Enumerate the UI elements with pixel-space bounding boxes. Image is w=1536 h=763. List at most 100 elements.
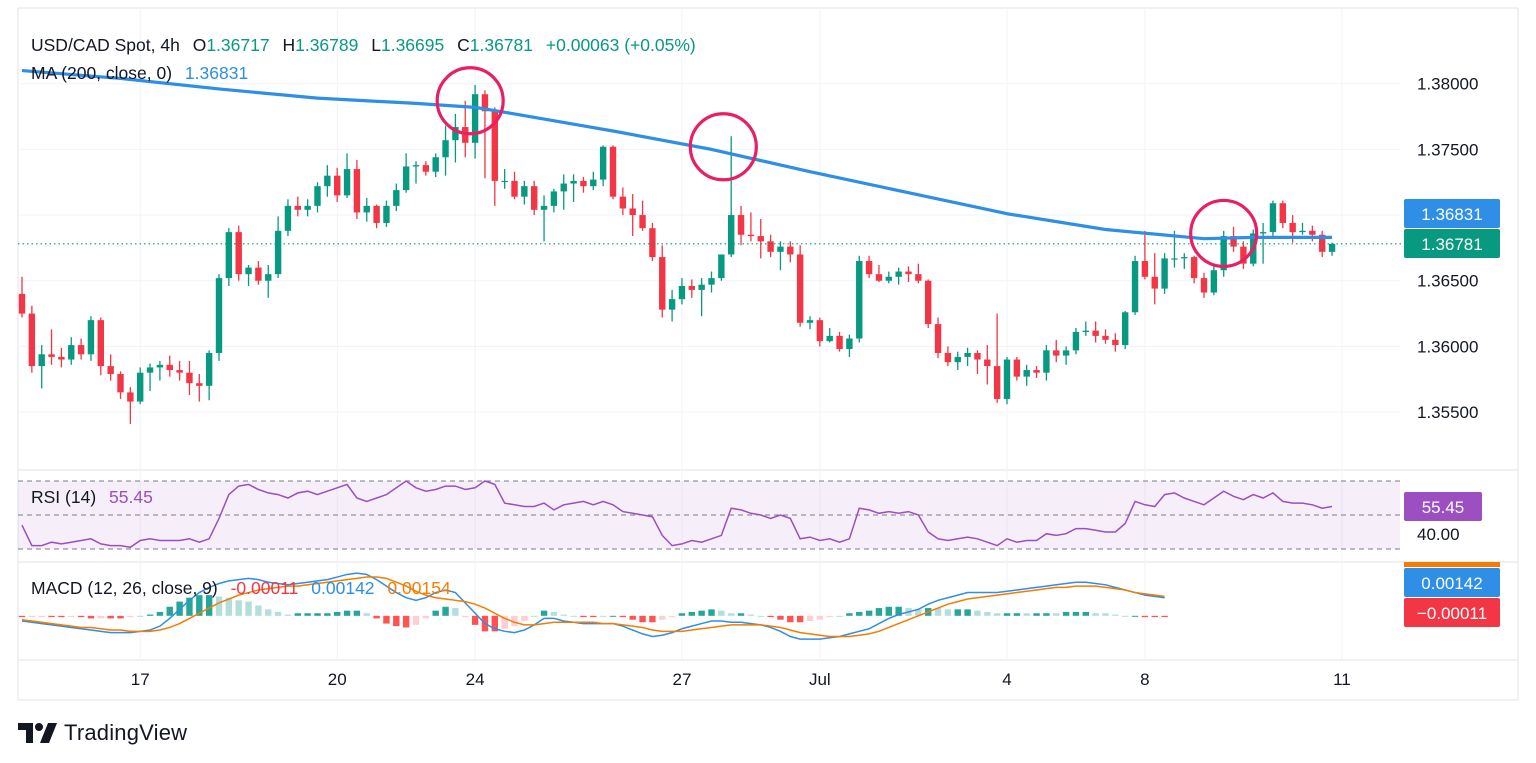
macd-badges: 0.00142 −0.00011 <box>1404 562 1500 627</box>
candle-body <box>1210 270 1218 293</box>
macd-hist-bar <box>146 614 154 616</box>
macd-hist-bar <box>87 615 95 619</box>
macd-hist-bar <box>363 613 370 616</box>
macd-hist-bar <box>659 615 666 620</box>
macd-hist-bar <box>757 615 764 617</box>
candle-body <box>1289 222 1296 233</box>
candle-body <box>796 254 804 323</box>
candle-body <box>117 373 124 393</box>
macd-hist-bar <box>747 614 755 616</box>
candle-body <box>1062 350 1070 356</box>
candle-body <box>865 261 873 275</box>
macd-hist-bar <box>383 615 390 624</box>
time-tick-label: 24 <box>466 670 485 689</box>
legend-ma-label: MA (200, close, 0) <box>31 63 172 83</box>
candle-body <box>186 372 193 384</box>
macd-hist-bar <box>1161 615 1168 618</box>
macd-hist-bar <box>422 615 430 619</box>
macd-hist-bar <box>856 611 863 616</box>
candle-body <box>1220 236 1227 271</box>
candle-body <box>38 354 45 367</box>
candle-body <box>944 352 952 363</box>
macd-hist-bar <box>1141 615 1149 618</box>
candle-body <box>471 94 479 143</box>
macd-hist-bar <box>501 615 508 629</box>
macd-hist-bar <box>1053 613 1060 616</box>
macd-hist-bar <box>550 611 558 616</box>
macd-hist-bar <box>225 597 233 616</box>
rsi-badge-text: 55.45 <box>1422 498 1465 517</box>
macd-hist-bar <box>1023 613 1030 616</box>
candle-body <box>205 352 213 386</box>
candle-body <box>511 180 518 197</box>
macd-hist-bar <box>531 615 538 617</box>
macd-hist-bar <box>186 597 193 616</box>
candle-body <box>1200 278 1208 293</box>
candle-body <box>974 352 981 360</box>
legend-macd-line: 0.00142 <box>311 578 374 598</box>
ma-price-badge-bg <box>1404 199 1500 228</box>
candle-body <box>1328 243 1336 252</box>
macd-hist-bar <box>1013 613 1021 616</box>
candle-body <box>639 215 646 229</box>
candle-body <box>560 183 567 192</box>
price-tick-label: 1.37500 <box>1417 140 1478 159</box>
macd-hist-bar <box>590 615 597 618</box>
candle-body <box>294 205 301 210</box>
candle-body <box>570 180 577 184</box>
macd-hist-bar <box>471 615 479 625</box>
legend-ma: MA (200, close, 0) 1.36831 <box>31 63 248 83</box>
macd-hist-bar <box>934 608 942 616</box>
candle-body <box>668 299 676 310</box>
legend-open: 1.36717 <box>206 35 269 55</box>
legend-macd-signal: 0.00154 <box>387 578 451 598</box>
candle-body <box>255 267 262 281</box>
macd-hist-bar <box>1003 613 1011 616</box>
macd-line <box>21 572 1165 640</box>
legend-macd-label: MACD (12, 26, close, 9) <box>31 578 218 598</box>
macd-hist-bar <box>984 611 991 616</box>
last-price-badge-bg <box>1404 229 1500 258</box>
macd-hist-bar <box>954 609 961 616</box>
signal-badge-sliver <box>1404 562 1500 567</box>
macd-hist-bar <box>698 610 705 616</box>
candle-body <box>156 364 164 368</box>
macd-hist-bar <box>678 613 686 616</box>
tradingview-logo-icon <box>18 723 57 743</box>
legend-low: 1.36695 <box>381 35 444 55</box>
macd-hist-bar <box>796 615 804 623</box>
rsi-badge: 55.45 <box>1404 492 1482 521</box>
candle-body <box>1299 230 1306 233</box>
time-tick-label: 27 <box>672 670 691 689</box>
macd-hist-bar <box>688 611 695 616</box>
macd-hist-bar <box>511 615 518 627</box>
brand[interactable]: TradingView <box>18 718 187 748</box>
macd-hist-bar <box>521 615 528 621</box>
macd-hist-bar <box>1033 613 1040 616</box>
candle-body <box>531 186 538 210</box>
legend-rsi-label: RSI (14) <box>31 487 96 507</box>
macd-hist-bar <box>718 610 725 616</box>
macd-hist-bar <box>708 609 715 616</box>
candle-body <box>481 94 489 112</box>
ma-200-layer <box>21 68 1333 241</box>
macd-hist-bar <box>1102 613 1109 616</box>
macd-hist-bar <box>196 595 203 616</box>
candle-body <box>1230 236 1237 247</box>
candle-body <box>1171 258 1178 260</box>
candle-body <box>609 146 617 197</box>
macd-badge-bg <box>1404 568 1500 597</box>
candle-body <box>708 278 715 285</box>
legend-low-label: L <box>371 35 381 55</box>
time-tick-label: 17 <box>131 670 150 689</box>
last-price-badge: 1.36781 <box>1404 229 1500 258</box>
macd-hist-bar <box>137 615 144 617</box>
candle-body <box>1269 203 1277 233</box>
macd-hist-bar <box>107 615 114 619</box>
macd-hist-bar <box>964 609 971 616</box>
macd-hist-bar <box>38 615 45 618</box>
candle-body <box>107 366 114 374</box>
macd-pane <box>18 572 1168 640</box>
legend-high-label: H <box>282 35 295 55</box>
